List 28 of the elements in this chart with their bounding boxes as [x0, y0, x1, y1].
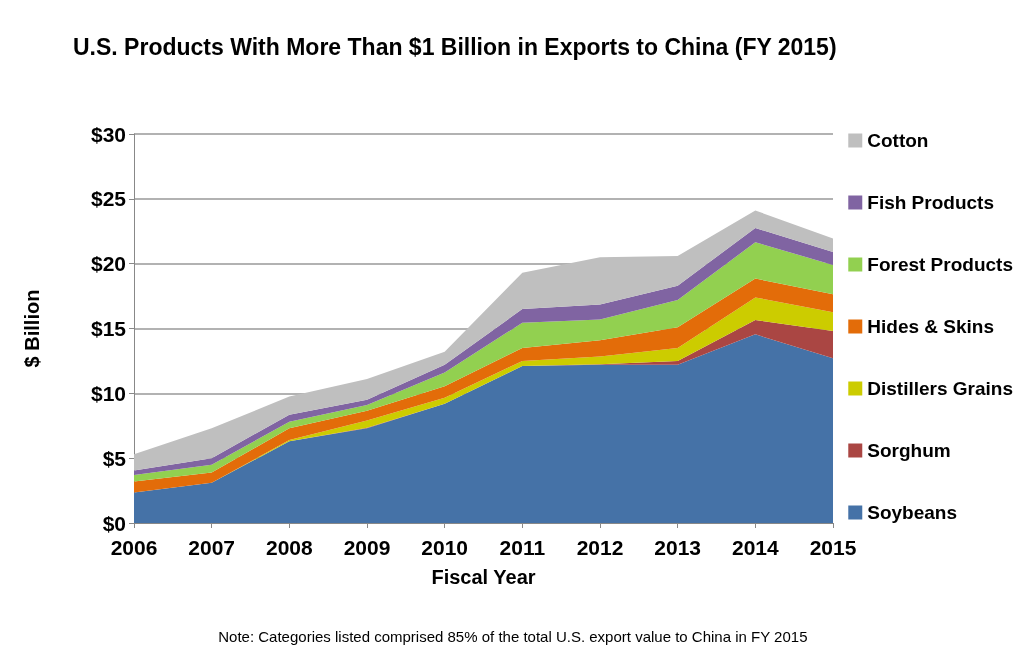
x-tick-label: 2006 [110, 536, 158, 559]
text: Note: Categories listed comprised 85% of the total U.S. export value to China in FY 2015 [218, 628, 808, 645]
y-tick-label: $0 [102, 511, 126, 535]
x-tick-label: 2013 [654, 536, 702, 559]
legend-label: Distillers Grains [867, 378, 1014, 399]
legend-label: Cotton [867, 130, 929, 151]
y-tick-label: $25 [90, 187, 127, 211]
x-tick-label: 2007 [188, 536, 236, 559]
legend-label: Forest Products [867, 254, 1013, 275]
y-tick-label: $10 [90, 381, 126, 405]
legend-label: Soybeans [867, 502, 958, 523]
x-tick-label: 2008 [265, 536, 314, 559]
chart-title: U.S. Products With More Than $1 Billion in Exports to China (FY 2015) [73, 33, 837, 60]
x-tick-label: 2014 [731, 536, 780, 559]
y-tick-label: $20 [90, 252, 126, 276]
x-axis-title: Fiscal Year [431, 566, 536, 588]
x-tick-label: 2012 [576, 536, 624, 559]
y-axis-title: $ Billion [21, 289, 43, 368]
y-tick-label: $5 [102, 446, 127, 470]
x-tick-label: 2015 [809, 536, 857, 559]
legend-label: Hides & Skins [867, 316, 994, 337]
legend-label: Fish Products [867, 192, 994, 213]
y-tick-label: $15 [90, 317, 127, 340]
x-tick-label: 2010 [421, 536, 469, 559]
legend-label: Sorghum [867, 440, 951, 461]
y-tick-label: $30 [90, 122, 126, 146]
x-tick-label: 2009 [343, 536, 391, 559]
x-tick-label: 2011 [499, 536, 546, 559]
